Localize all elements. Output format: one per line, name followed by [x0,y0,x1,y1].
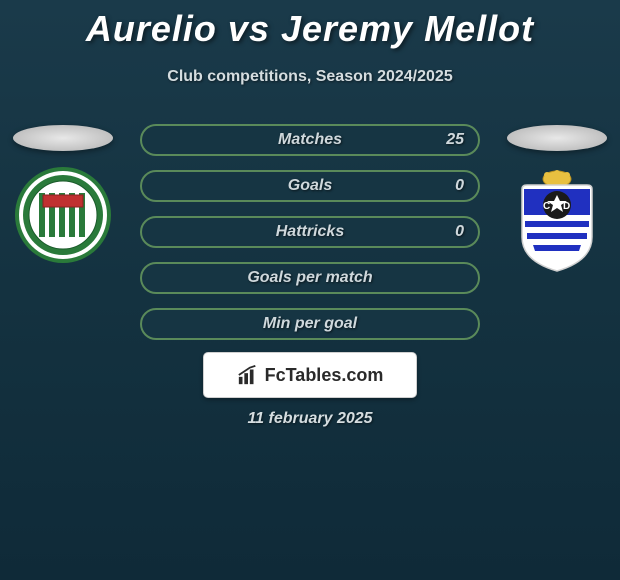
player-pedestal [507,125,607,151]
right-player-column: C D [502,125,612,265]
stat-label: Hattricks [276,223,344,241]
svg-text:D: D [563,201,570,212]
stat-label: Matches [278,131,342,149]
left-club-badge [13,165,113,265]
stat-right-value: 0 [455,177,464,195]
stat-row-gpm: Goals per match [140,262,480,294]
stat-right-value: 0 [455,223,464,241]
page-title: Aurelio vs Jeremy Mellot [0,0,620,50]
left-player-column [8,125,118,265]
svg-text:C: C [543,201,550,212]
footer-date: 11 february 2025 [247,410,372,428]
page-subtitle: Club competitions, Season 2024/2025 [0,68,620,86]
stat-row-goals: Goals 0 [140,170,480,202]
player-pedestal [13,125,113,151]
stat-label: Goals per match [247,269,372,287]
stat-row-matches: Matches 25 [140,124,480,156]
stat-label: Min per goal [263,315,357,333]
right-club-badge: C D [507,165,607,265]
stat-row-mpg: Min per goal [140,308,480,340]
bar-chart-icon [237,364,259,386]
stat-row-hattricks: Hattricks 0 [140,216,480,248]
stat-label: Goals [288,177,332,195]
stat-right-value: 25 [446,131,464,149]
stats-comparison: Matches 25 Goals 0 Hattricks 0 Goals per… [140,124,480,354]
brand-text: FcTables.com [265,365,384,386]
brand-watermark: FcTables.com [203,352,417,398]
